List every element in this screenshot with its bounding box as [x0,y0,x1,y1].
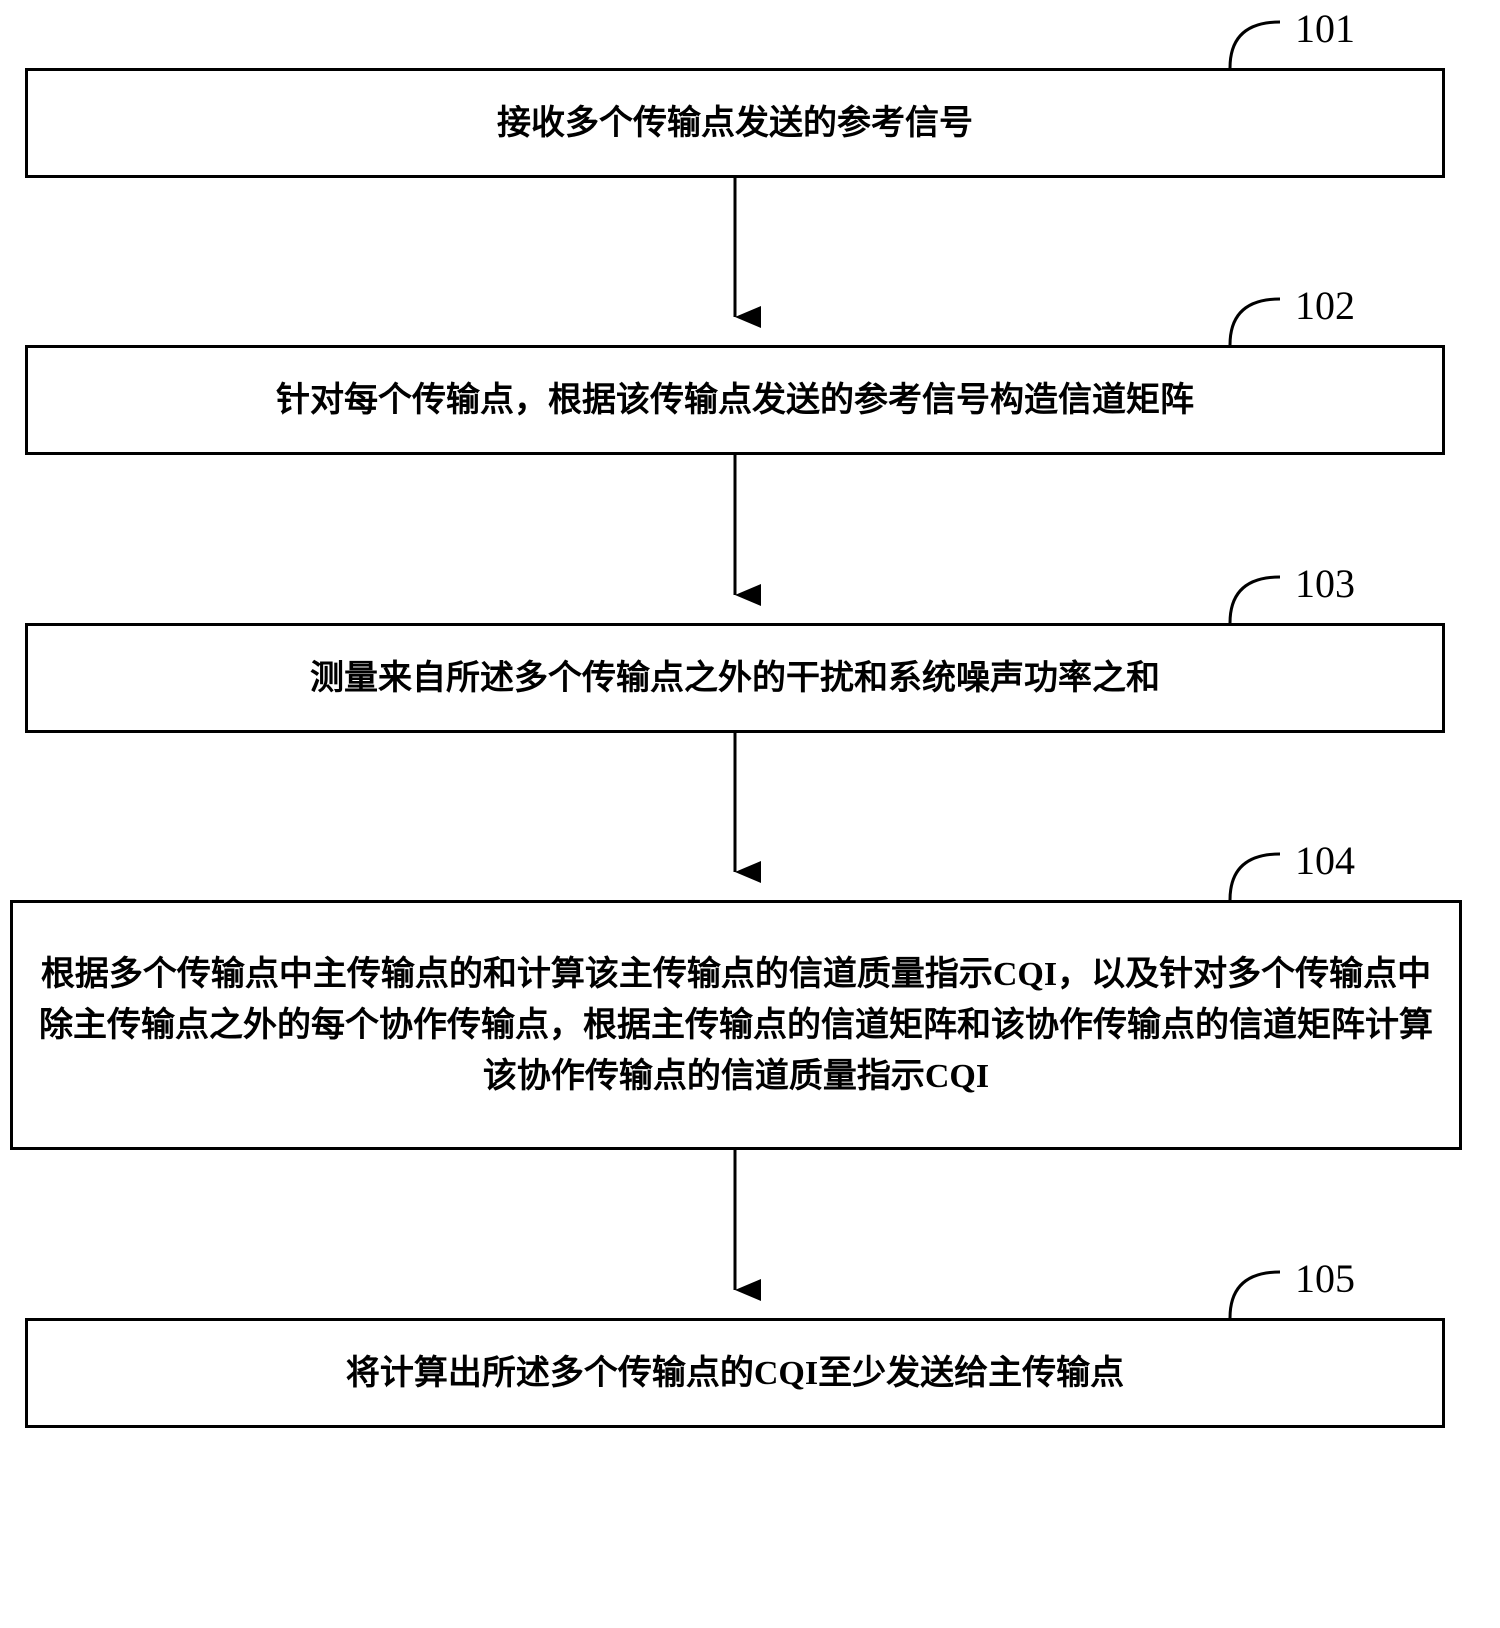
flowchart-canvas: 接收多个传输点发送的参考信号 101 针对每个传输点，根据该传输点发送的参考信号构造… [0,0,1500,1628]
flow-step-number-n3: 103 [1295,560,1355,607]
flow-step-number-n1: 101 [1295,5,1355,52]
flow-step-n2: 针对每个传输点，根据该传输点发送的参考信号构造信道矩阵 [25,345,1445,455]
flow-step-number-n2: 102 [1295,282,1355,329]
flow-step-number-n5: 105 [1295,1255,1355,1302]
flow-step-text: 针对每个传输点，根据该传输点发送的参考信号构造信道矩阵 [276,375,1194,426]
flow-step-n5: 将计算出所述多个传输点的CQI至少发送给主传输点 [25,1318,1445,1428]
flow-step-text: 将计算出所述多个传输点的CQI至少发送给主传输点 [346,1348,1124,1399]
flow-step-n1: 接收多个传输点发送的参考信号 [25,68,1445,178]
flow-step-n3: 测量来自所述多个传输点之外的干扰和系统噪声功率之和 [25,623,1445,733]
flow-step-text: 接收多个传输点发送的参考信号 [497,98,973,149]
flow-step-number-n4: 104 [1295,837,1355,884]
flow-step-n4: 根据多个传输点中主传输点的和计算该主传输点的信道质量指示CQI，以及针对多个传输… [10,900,1462,1150]
flow-step-text: 根据多个传输点中主传输点的和计算该主传输点的信道质量指示CQI，以及针对多个传输… [33,949,1439,1102]
flow-step-text: 测量来自所述多个传输点之外的干扰和系统噪声功率之和 [310,653,1160,704]
